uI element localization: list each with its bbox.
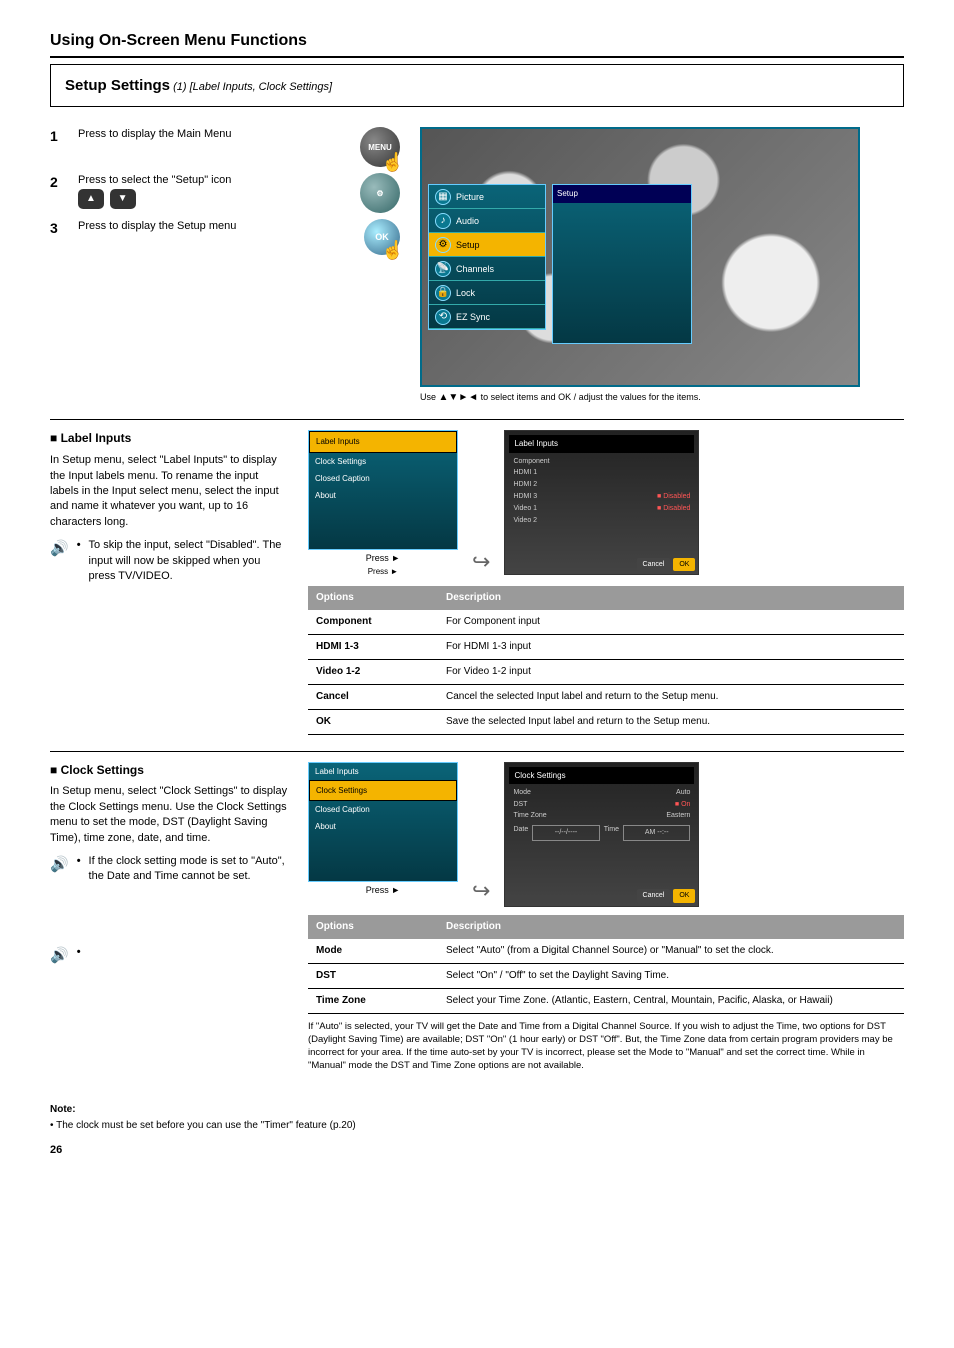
- osd-main-menu: ▦Picture ♪Audio ⚙Setup 📡Channels 🔒Lock ⟲…: [428, 184, 546, 330]
- label-inputs-hint: To skip the input, select "Disabled". Th…: [89, 538, 290, 584]
- cancel-button[interactable]: Cancel: [637, 889, 671, 903]
- table-row: HDMI 1-3For HDMI 1-3 input: [308, 634, 904, 659]
- ok-button[interactable]: OK: [673, 558, 695, 572]
- mini-menu-clock: Label Inputs Clock Settings Closed Capti…: [308, 762, 458, 882]
- osd-item-lock[interactable]: 🔒Lock: [429, 281, 545, 305]
- step-text-2: Press to select the "Setup" icon ▲ ▼: [78, 173, 350, 208]
- clock-body: In Setup menu, select "Clock Settings" t…: [50, 784, 290, 846]
- menu-button[interactable]: MENU☝: [360, 127, 400, 167]
- clock-options-table: OptionsDescription ModeSelect "Auto" (fr…: [308, 915, 904, 1014]
- table-row: DSTSelect "On" / "Off" to set the Daylig…: [308, 963, 904, 988]
- page-title: Using On-Screen Menu Functions: [50, 30, 904, 56]
- table-row: Time ZoneSelect your Time Zone. (Atlanti…: [308, 988, 904, 1013]
- subheader-sub: (1) [Label Inputs, Clock Settings]: [173, 81, 332, 93]
- step-num-1: 1: [50, 127, 68, 147]
- step-text-3: Press to display the Setup menu: [78, 219, 354, 234]
- step-num-2: 2: [50, 173, 68, 193]
- clock-submenu: Clock Settings ModeAuto DST■ On Time Zon…: [504, 762, 699, 907]
- speaker-icon: 🔊: [50, 945, 69, 966]
- osd-item-ezsync[interactable]: ⟲EZ Sync: [429, 305, 545, 329]
- subheader-box: Setup Settings (1) [Label Inputs, Clock …: [50, 64, 904, 107]
- osd-item-channels[interactable]: 📡Channels: [429, 257, 545, 281]
- step-num-3: 3: [50, 219, 68, 239]
- tv-screenshot: ▦Picture ♪Audio ⚙Setup 📡Channels 🔒Lock ⟲…: [420, 127, 860, 387]
- osd-caption: Use ▲▼►◄ to select items and OK / adjust…: [420, 387, 860, 409]
- ok-button[interactable]: OK☝: [364, 219, 400, 255]
- curve-arrow-icon: ↪: [472, 876, 490, 907]
- osd-detail-title: Setup: [553, 185, 691, 202]
- clock-hint-2: If "Auto" is selected, your TV will get …: [308, 1020, 904, 1073]
- clock-hint-1: If the clock setting mode is set to "Aut…: [89, 854, 290, 885]
- label-inputs-options-table: OptionsDescription ComponentFor Componen…: [308, 586, 904, 735]
- thumb-title: Clock Settings: [509, 767, 694, 784]
- speaker-icon: 🔊: [50, 538, 69, 559]
- mini-sel-label-inputs[interactable]: Label Inputs: [309, 431, 457, 452]
- table-row: ModeSelect "Auto" (from a Digital Channe…: [308, 939, 904, 964]
- table-row: ComponentFor Component input: [308, 610, 904, 635]
- osd-item-picture[interactable]: ▦Picture: [429, 185, 545, 209]
- mini-menu-label-inputs: Label Inputs Clock Settings Closed Capti…: [308, 430, 458, 550]
- page-number: 26: [50, 1143, 904, 1158]
- osd-detail-panel: Setup: [552, 184, 692, 344]
- up-arrow-btn[interactable]: ▲: [78, 189, 104, 209]
- osd-item-setup[interactable]: ⚙Setup: [429, 233, 545, 257]
- arrow-hint: Press ► Press ►: [308, 552, 458, 577]
- speaker-icon: 🔊: [50, 854, 69, 875]
- subheader-title: Setup Settings: [65, 77, 170, 94]
- table-row: CancelCancel the selected Input label an…: [308, 684, 904, 709]
- arrow-hint: Press ►: [308, 884, 458, 897]
- cancel-button[interactable]: Cancel: [637, 558, 671, 572]
- table-row: OKSave the selected Input label and retu…: [308, 709, 904, 734]
- osd-item-audio[interactable]: ♪Audio: [429, 209, 545, 233]
- table-row: Video 1-2For Video 1-2 input: [308, 659, 904, 684]
- thumb-title: Label Inputs: [509, 435, 694, 452]
- down-arrow-btn[interactable]: ▼: [110, 189, 136, 209]
- ok-button[interactable]: OK: [673, 889, 695, 903]
- setup-icon-button: ⚙: [360, 173, 400, 213]
- hand-press-icon: ☝: [382, 238, 404, 263]
- label-inputs-submenu: Label Inputs Component HDMI 1 HDMI 2 HDM…: [504, 430, 699, 575]
- label-inputs-title: ■ Label Inputs: [50, 430, 290, 447]
- footer-note: Note: • The clock must be set before you…: [50, 1103, 904, 1133]
- label-inputs-body: In Setup menu, select "Label Inputs" to …: [50, 453, 290, 530]
- hand-press-icon: ☝: [382, 150, 404, 175]
- mini-sel-clock[interactable]: Clock Settings: [309, 780, 457, 801]
- clock-title: ■ Clock Settings: [50, 762, 290, 779]
- step-text-1: Press to display the Main Menu: [78, 127, 350, 142]
- curve-arrow-icon: ↪: [472, 547, 490, 578]
